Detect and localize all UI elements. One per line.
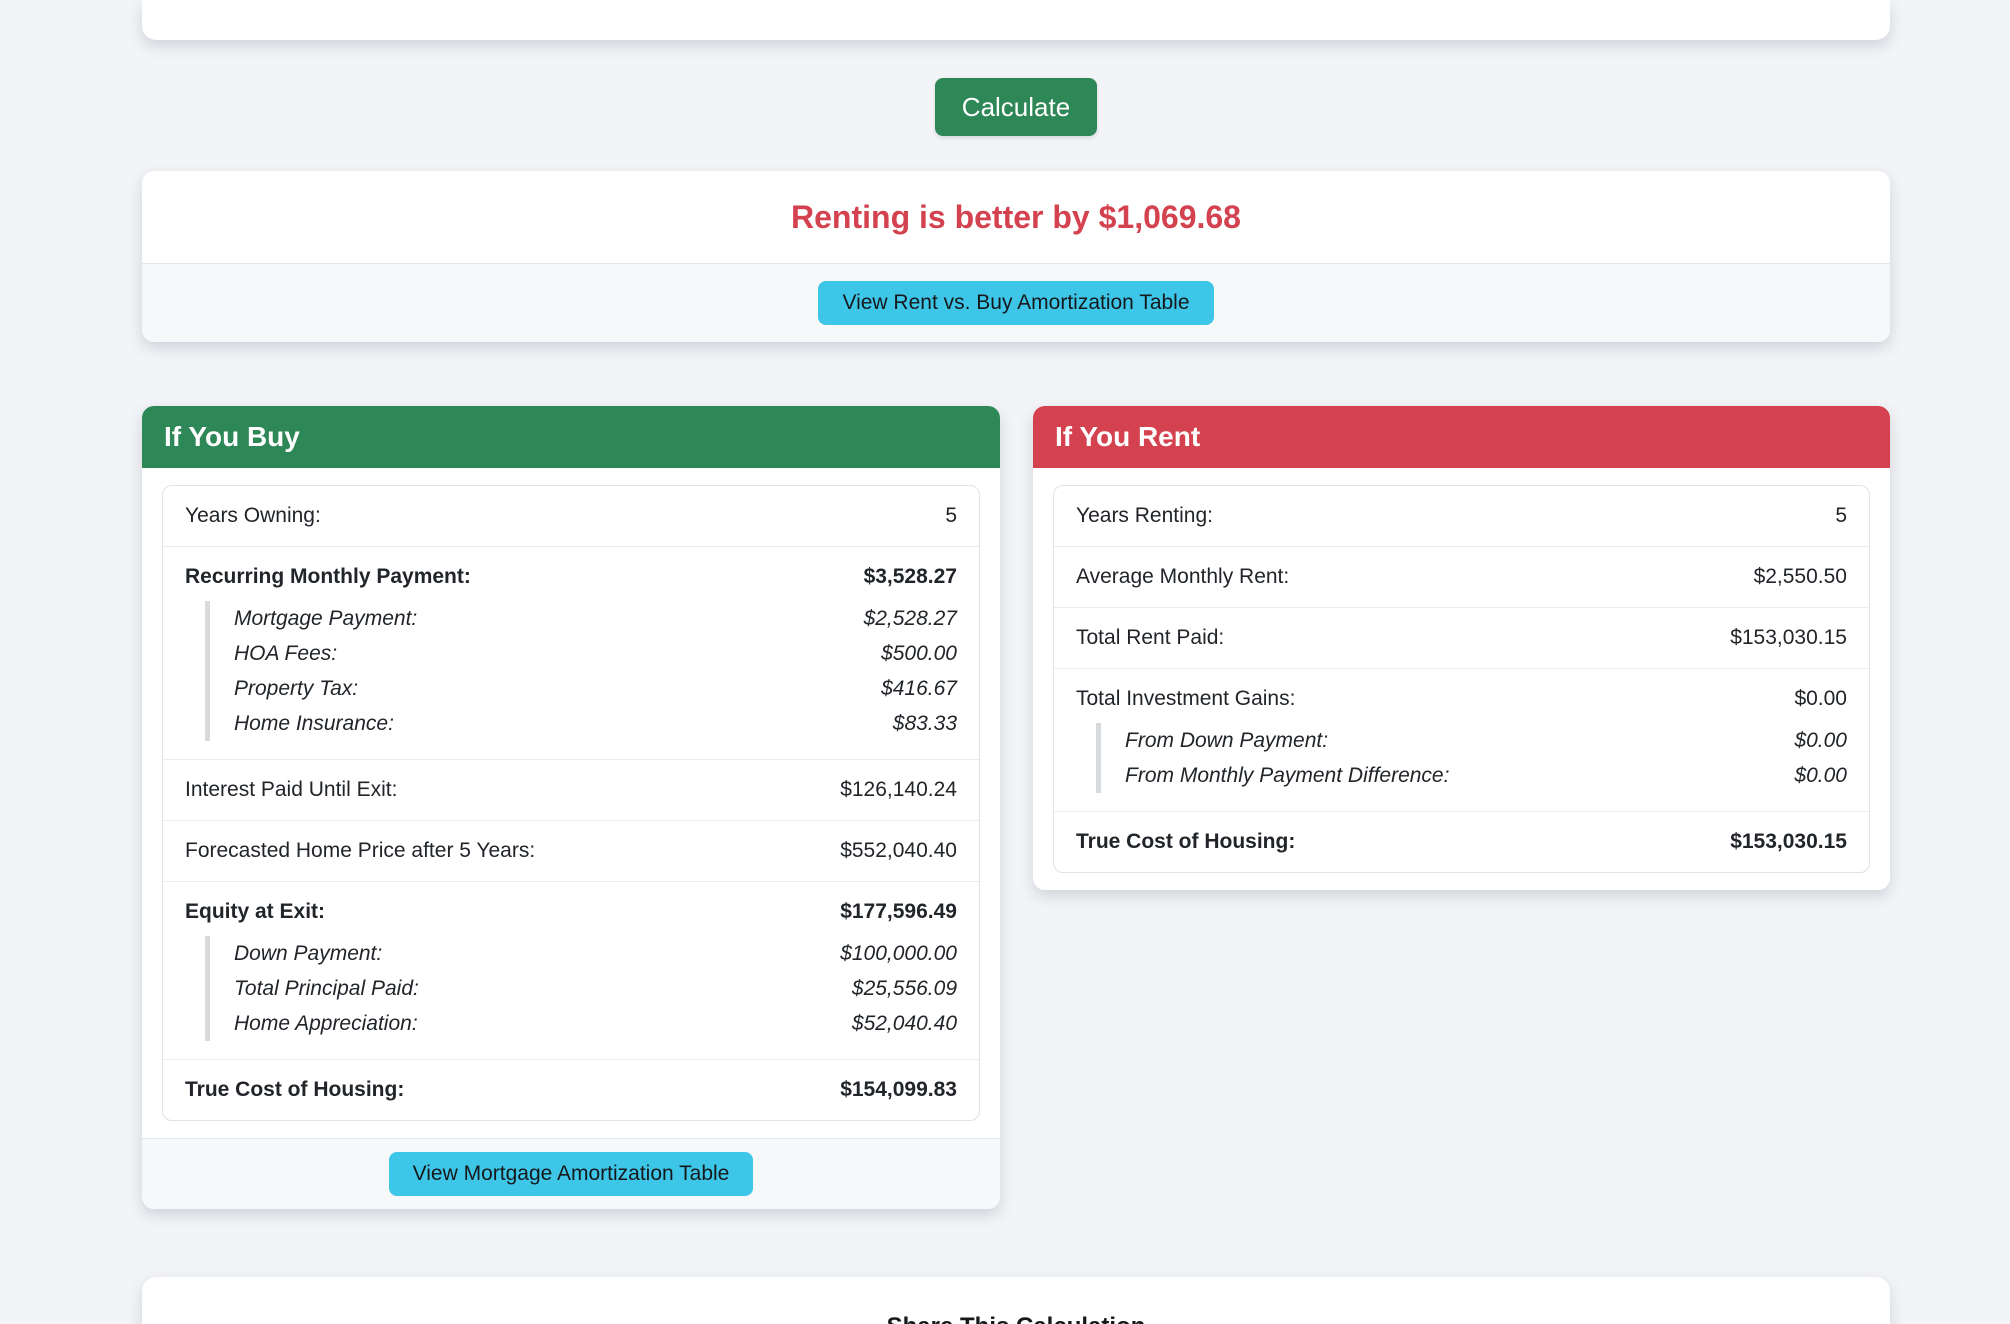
input-form-card-bottom bbox=[142, 0, 1890, 40]
table-row: Years Renting: 5 bbox=[1054, 486, 1869, 546]
row-value: $2,550.50 bbox=[1753, 565, 1847, 588]
row-label: Down Payment: bbox=[234, 942, 383, 965]
table-row: True Cost of Housing: $153,030.15 bbox=[1054, 811, 1869, 872]
row-label: Years Owning: bbox=[185, 504, 321, 527]
table-row: Total Rent Paid: $153,030.15 bbox=[1054, 607, 1869, 668]
row-label: Forecasted Home Price after 5 Years: bbox=[185, 839, 536, 862]
buy-results-table: Years Owning: 5 Recurring Monthly Paymen… bbox=[162, 485, 980, 1121]
row-label: True Cost of Housing: bbox=[1076, 830, 1296, 853]
row-value: $552,040.40 bbox=[840, 839, 957, 862]
row-value: $0.00 bbox=[1794, 687, 1847, 710]
row-label: Years Renting: bbox=[1076, 504, 1213, 527]
row-label: Average Monthly Rent: bbox=[1076, 565, 1290, 588]
row-value: $52,040.40 bbox=[851, 1012, 957, 1035]
view-mortgage-amortization-button[interactable]: View Mortgage Amortization Table bbox=[388, 1152, 754, 1196]
rent-panel: If You Rent Years Renting: 5 Average Mon… bbox=[1033, 406, 1890, 890]
sub-row: From Down Payment: $0.00 bbox=[1125, 723, 1847, 758]
sub-row: Down Payment: $100,000.00 bbox=[234, 936, 957, 971]
view-rent-vs-buy-amortization-button[interactable]: View Rent vs. Buy Amortization Table bbox=[818, 281, 1214, 325]
sub-item-list: Down Payment: $100,000.00 Total Principa… bbox=[205, 936, 957, 1041]
row-value: $83.33 bbox=[892, 712, 957, 735]
row-label: Recurring Monthly Payment: bbox=[185, 565, 471, 588]
row-label: True Cost of Housing: bbox=[185, 1078, 405, 1101]
buy-panel: If You Buy Years Owning: 5 Recurring Mon… bbox=[142, 406, 1000, 1209]
sub-item-list: Mortgage Payment: $2,528.27 HOA Fees: $5… bbox=[205, 601, 957, 741]
row-label: Total Investment Gains: bbox=[1076, 687, 1296, 710]
rent-panel-title: If You Rent bbox=[1033, 406, 1890, 468]
share-card-title: Share This Calculation bbox=[142, 1313, 1890, 1324]
row-value: $0.00 bbox=[1794, 729, 1847, 752]
row-value: 5 bbox=[945, 504, 957, 527]
table-row: Total Investment Gains: $0.00 From Down … bbox=[1054, 668, 1869, 811]
sub-row: Home Insurance: $83.33 bbox=[234, 706, 957, 741]
table-row: Forecasted Home Price after 5 Years: $55… bbox=[163, 820, 979, 881]
row-label: From Down Payment: bbox=[1125, 729, 1329, 752]
table-row: Average Monthly Rent: $2,550.50 bbox=[1054, 546, 1869, 607]
row-value: $2,528.27 bbox=[863, 607, 957, 630]
row-label: Property Tax: bbox=[234, 677, 359, 700]
sub-row: Home Appreciation: $52,040.40 bbox=[234, 1006, 957, 1041]
share-card: Share This Calculation bbox=[142, 1277, 1890, 1324]
table-row: Years Owning: 5 bbox=[163, 486, 979, 546]
row-value: $500.00 bbox=[881, 642, 957, 665]
row-label: Home Appreciation: bbox=[234, 1012, 418, 1035]
table-row: True Cost of Housing: $154,099.83 bbox=[163, 1059, 979, 1120]
row-value: $153,030.15 bbox=[1730, 626, 1847, 649]
row-label: HOA Fees: bbox=[234, 642, 338, 665]
sub-item-list: From Down Payment: $0.00 From Monthly Pa… bbox=[1096, 723, 1847, 793]
row-value: $3,528.27 bbox=[863, 565, 957, 588]
row-value: 5 bbox=[1835, 504, 1847, 527]
row-value: $154,099.83 bbox=[840, 1078, 957, 1101]
table-row: Equity at Exit: $177,596.49 Down Payment… bbox=[163, 881, 979, 1059]
row-label: Home Insurance: bbox=[234, 712, 394, 735]
sub-row: Property Tax: $416.67 bbox=[234, 671, 957, 706]
table-row: Interest Paid Until Exit: $126,140.24 bbox=[163, 759, 979, 820]
buy-panel-title: If You Buy bbox=[142, 406, 1000, 468]
sub-row: Mortgage Payment: $2,528.27 bbox=[234, 601, 957, 636]
row-value: $126,140.24 bbox=[840, 778, 957, 801]
sub-row: HOA Fees: $500.00 bbox=[234, 636, 957, 671]
row-value: $100,000.00 bbox=[840, 942, 957, 965]
row-value: $416.67 bbox=[881, 677, 957, 700]
table-row: Recurring Monthly Payment: $3,528.27 Mor… bbox=[163, 546, 979, 759]
row-value: $153,030.15 bbox=[1730, 830, 1847, 853]
result-headline: Renting is better by $1,069.68 bbox=[791, 198, 1241, 235]
calculate-button[interactable]: Calculate bbox=[934, 78, 1098, 136]
row-label: Mortgage Payment: bbox=[234, 607, 418, 630]
row-label: Interest Paid Until Exit: bbox=[185, 778, 398, 801]
row-label: Total Rent Paid: bbox=[1076, 626, 1225, 649]
sub-row: From Monthly Payment Difference: $0.00 bbox=[1125, 758, 1847, 793]
row-value: $177,596.49 bbox=[840, 900, 957, 923]
row-value: $0.00 bbox=[1794, 764, 1847, 787]
row-label: Total Principal Paid: bbox=[234, 977, 419, 1000]
row-label: Equity at Exit: bbox=[185, 900, 326, 923]
row-label: From Monthly Payment Difference: bbox=[1125, 764, 1450, 787]
row-value: $25,556.09 bbox=[851, 977, 957, 1000]
result-card: Renting is better by $1,069.68 View Rent… bbox=[142, 171, 1890, 342]
sub-row: Total Principal Paid: $25,556.09 bbox=[234, 971, 957, 1006]
rent-results-table: Years Renting: 5 Average Monthly Rent: $… bbox=[1053, 485, 1870, 873]
